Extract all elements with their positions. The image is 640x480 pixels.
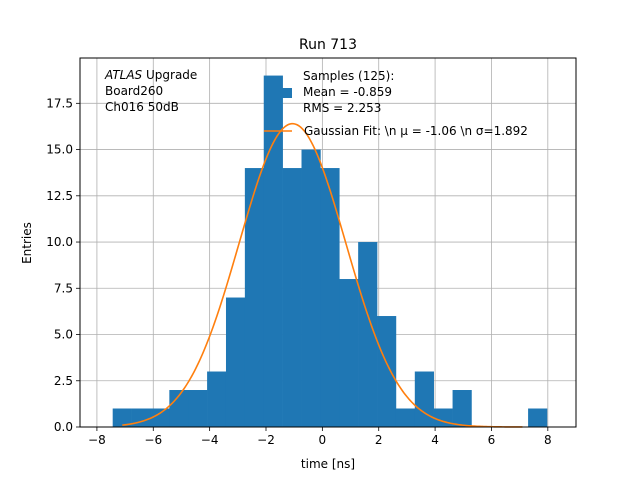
annotation-text: Ch016 50dB <box>105 100 179 114</box>
histogram-bar <box>339 279 359 427</box>
legend-hist-label-line: Samples (125): <box>303 69 394 83</box>
y-tick-label: 10.0 <box>46 235 73 249</box>
annotation-line-2: Ch016 50dB <box>105 100 179 114</box>
fit-curve-line <box>122 122 523 428</box>
x-tick-label: 8 <box>544 433 552 447</box>
legend: Samples (125): Mean = -0.859 RMS = 2.253… <box>264 69 528 138</box>
histogram-bar <box>112 408 132 427</box>
x-tick-label: 6 <box>488 433 496 447</box>
histogram-bar <box>244 168 265 428</box>
x-tick-label: 2 <box>375 433 383 447</box>
histogram-bar <box>207 371 227 427</box>
histogram-bar <box>320 168 340 428</box>
histogram-bar <box>528 408 548 427</box>
histogram-bar <box>150 408 170 427</box>
legend-hist-label-line: RMS = 2.253 <box>303 101 381 115</box>
annotation-italic: ATLAS <box>104 68 143 82</box>
y-tick-label: 0.0 <box>54 420 73 434</box>
histogram-bar <box>225 297 246 427</box>
histogram-bar <box>188 390 208 427</box>
histogram-bar <box>131 408 151 427</box>
histogram-bar <box>377 316 397 427</box>
x-tick-label: −2 <box>257 433 275 447</box>
x-tick-label: 4 <box>431 433 439 447</box>
histogram-bars <box>112 75 548 428</box>
y-tick-label: 2.5 <box>54 374 73 388</box>
histogram-bar <box>301 149 321 427</box>
plot-frame <box>79 57 577 428</box>
histogram-bar <box>395 408 416 427</box>
legend-hist-swatch <box>264 88 292 98</box>
y-tick-label: 17.5 <box>46 96 73 110</box>
y-tick-label: 7.5 <box>54 281 73 295</box>
x-axis-ticks: −8 −6 −4 −2 0 2 4 6 8 <box>88 427 552 447</box>
gaussian-fit <box>122 122 523 428</box>
y-axis-ticks: 0.0 2.5 5.0 7.5 10.0 12.5 15.0 17.5 <box>46 96 80 434</box>
x-axis-label: time [ns] <box>301 457 355 471</box>
legend-fit-label: Gaussian Fit: \n μ = -1.06 \n σ=1.892 <box>304 124 528 138</box>
histogram-bar <box>263 75 283 428</box>
x-tick-label: −8 <box>88 433 106 447</box>
y-tick-label: 12.5 <box>46 189 73 203</box>
y-tick-label: 5.0 <box>54 328 73 342</box>
histogram-bar <box>452 390 472 427</box>
histogram-bar <box>433 408 453 427</box>
detector-annotation: ATLAS Upgrade Board260 Ch016 50dB <box>104 68 197 114</box>
y-tick-label: 15.0 <box>46 143 73 157</box>
chart-title: Run 713 <box>299 37 357 53</box>
y-axis-label: Entries <box>20 222 34 264</box>
annotation-line-0: ATLAS Upgrade <box>104 68 197 82</box>
annotation-text: Board260 <box>105 84 163 98</box>
annotation-text: Upgrade <box>142 68 197 82</box>
legend-hist-label-line: Mean = -0.859 <box>303 85 392 99</box>
x-tick-label: 0 <box>319 433 327 447</box>
x-tick-label: −4 <box>201 433 219 447</box>
x-tick-label: −6 <box>144 433 162 447</box>
histogram-bar <box>414 371 434 427</box>
histogram-bar <box>282 168 302 428</box>
histogram-bar <box>358 242 378 427</box>
annotation-line-1: Board260 <box>105 84 163 98</box>
histogram-bar <box>169 390 189 427</box>
